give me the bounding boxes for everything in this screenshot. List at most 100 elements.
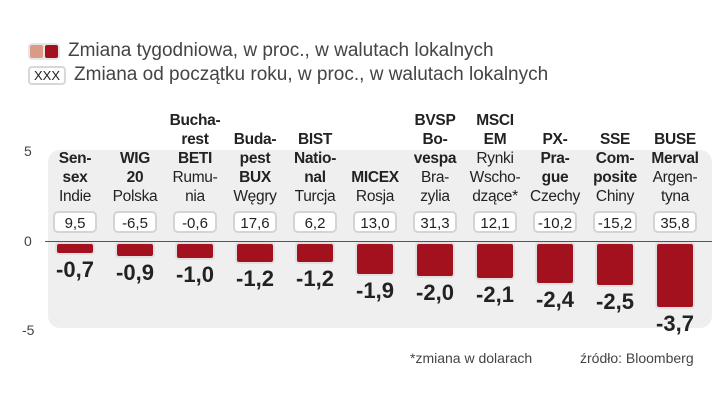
category-label: Bucha-rest BETI Rumu-nia: [160, 111, 230, 206]
weekly-value-label: -1,9: [356, 278, 394, 304]
weekly-bar: [355, 242, 395, 277]
country-name: Chiny: [595, 188, 635, 205]
y-tick-minus5: -5: [22, 322, 35, 338]
country-name: Czechy: [530, 188, 580, 205]
index-name: sex: [62, 169, 88, 186]
weekly-bar: [55, 242, 95, 255]
weekly-value-label: -1,0: [176, 262, 214, 287]
country-name: Argen-: [652, 169, 698, 186]
country-name: Indie: [58, 188, 92, 205]
country-name: nia: [185, 188, 205, 205]
category-label: PX- Pra-gue Czechy: [520, 130, 590, 206]
weekly-value-label: -2,4: [536, 287, 574, 313]
index-name: Com-: [595, 150, 635, 167]
category-label: Buda-pest BUX Węgry: [220, 130, 290, 206]
index-name: BETI: [177, 150, 213, 167]
source: źródło: Bloomberg: [580, 350, 694, 366]
category-label: BVSP Bo-vespa Bra-zylia: [400, 111, 470, 206]
ytd-value: 6,2: [293, 211, 337, 233]
index-name: gue: [541, 169, 569, 186]
ytd-value: 13,0: [353, 211, 397, 233]
ytd-value: -15,2: [593, 211, 637, 233]
category-label: SSE Com-posite Chiny: [580, 130, 650, 206]
weekly-bar: [175, 242, 215, 260]
country-name: dzące*: [472, 188, 518, 205]
index-name: BIST: [297, 131, 333, 148]
weekly-bar: [535, 242, 575, 286]
index-name: pest: [239, 150, 271, 167]
weekly-bar: [235, 242, 275, 264]
index-name: Sen-: [58, 150, 92, 167]
country-name: Polska: [112, 188, 158, 205]
country-name: Rynki: [476, 150, 514, 167]
ytd-value: 12,1: [473, 211, 517, 233]
y-tick-5: 5: [24, 143, 32, 159]
category-label: MICEX Rosja: [340, 168, 410, 206]
weekly-value-label: -1,2: [236, 265, 274, 291]
index-name: BUSE: [654, 131, 696, 148]
ytd-value: 9,5: [53, 211, 97, 233]
weekly-bar: [415, 242, 455, 278]
legend-ytd-label: Zmiana od początku roku, w proc., w walu…: [74, 64, 549, 85]
index-name: 20: [126, 169, 144, 186]
country-name: Bra-: [420, 169, 450, 186]
y-tick-0: 0: [24, 233, 32, 249]
legend-weekly: Zmiana tygodniowa, w proc., w walutach l…: [28, 40, 494, 62]
legend-ytd: XXX Zmiana od początku roku, w proc., w …: [28, 64, 548, 86]
weekly-bar: [595, 242, 635, 287]
weekly-value-label: -1,2: [296, 265, 334, 291]
category-label: MSCI EM Rynki Wscho-dzące*: [460, 111, 530, 206]
index-name: SSE: [599, 131, 631, 148]
legend-swatch-weekly: [28, 42, 60, 60]
category-label: Sen-sex Indie: [40, 149, 110, 206]
ytd-value: -6,5: [113, 211, 157, 233]
ytd-value: 17,6: [233, 211, 277, 233]
country-name: tyna: [660, 188, 690, 205]
chart-panel: [48, 150, 712, 328]
weekly-value-label: -3,7: [656, 310, 694, 336]
index-name: vespa: [413, 150, 457, 167]
index-name: rest: [181, 131, 209, 148]
ytd-value: -0,6: [173, 211, 217, 233]
index-name: PX-: [542, 131, 568, 148]
index-name: MICEX: [351, 169, 399, 186]
weekly-value-label: -2,5: [596, 289, 634, 314]
ytd-value: -10,2: [533, 211, 577, 233]
weekly-bar: [475, 242, 515, 280]
index-name: Buda-: [233, 131, 277, 148]
country-name: Węgry: [233, 188, 277, 205]
index-name: Merval: [651, 150, 699, 167]
index-name: WIG: [119, 150, 151, 167]
country-name: Turcja: [294, 188, 336, 205]
index-name: Bucha-: [169, 112, 221, 129]
weekly-bar: [295, 242, 335, 264]
index-name: posite: [593, 169, 637, 186]
weekly-value-label: -0,9: [116, 260, 154, 286]
country-name: Rosja: [355, 188, 395, 205]
country-name: Wscho-: [469, 169, 521, 186]
category-label: BUSE Merval Argen-tyna: [640, 130, 710, 206]
index-name: EM: [483, 131, 507, 148]
footnote: *zmiana w dolarach: [410, 350, 533, 366]
legend-swatch-ytd: XXX: [28, 65, 67, 85]
index-name: Bo-: [422, 131, 448, 148]
weekly-value-label: -2,1: [476, 281, 514, 307]
weekly-bar: [115, 242, 155, 259]
index-name: BVSP: [414, 112, 456, 129]
category-label: BIST Natio-nal Turcja: [280, 130, 350, 206]
zero-line: [45, 241, 712, 242]
country-name: zylia: [420, 188, 450, 205]
weekly-bar: [655, 242, 695, 309]
index-name: BUX: [239, 169, 271, 186]
index-name: nal: [304, 169, 326, 186]
weekly-value-label: -2,0: [416, 280, 454, 305]
index-name: MSCI: [476, 112, 514, 129]
index-name: Natio-: [293, 150, 337, 167]
ytd-value: 35,8: [653, 211, 697, 233]
weekly-value-label: -0,7: [56, 256, 94, 282]
index-name: Pra-: [540, 150, 570, 167]
legend-weekly-label: Zmiana tygodniowa, w proc., w walutach l…: [68, 40, 494, 61]
country-name: Rumu-: [172, 169, 218, 186]
ytd-value: 31,3: [413, 211, 457, 233]
